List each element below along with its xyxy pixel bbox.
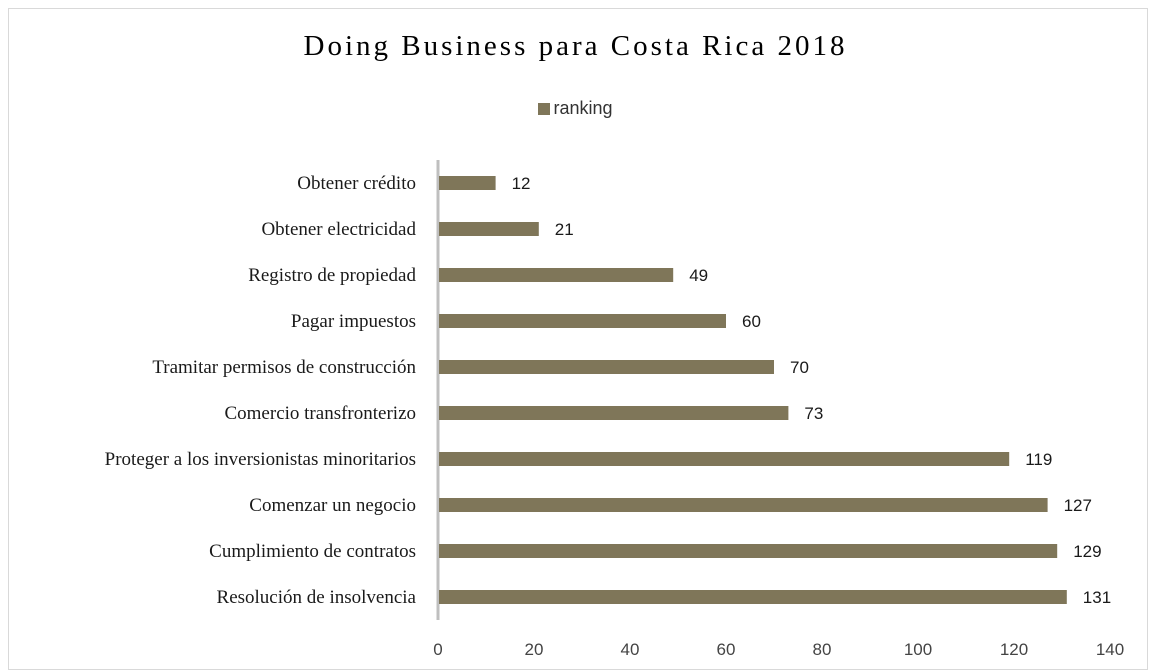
x-tick-label: 0	[433, 640, 442, 659]
legend-swatch	[538, 103, 551, 115]
category-label: Resolución de insolvencia	[217, 587, 417, 608]
chart-title: Doing Business para Costa Rica 2018	[303, 30, 848, 62]
x-tick-label: 120	[1000, 640, 1028, 659]
category-label: Tramitar permisos de construcción	[152, 357, 416, 378]
data-label: 12	[512, 174, 531, 193]
bar	[439, 498, 1048, 512]
category-label: Registro de propiedad	[248, 265, 416, 286]
bar	[439, 452, 1010, 466]
x-tick-label: 20	[525, 640, 544, 659]
bar	[439, 406, 789, 420]
x-tick-label: 40	[621, 640, 640, 659]
category-label: Pagar impuestos	[291, 311, 416, 332]
data-label: 73	[804, 404, 823, 423]
category-label: Obtener crédito	[297, 173, 416, 194]
data-label: 131	[1083, 588, 1111, 607]
chart-frame	[8, 8, 1148, 670]
category-label: Comercio transfronterizo	[224, 403, 416, 424]
x-tick-label: 60	[717, 640, 736, 659]
category-label: Obtener electricidad	[261, 219, 416, 240]
bar	[439, 222, 539, 236]
bar	[439, 360, 774, 374]
category-label: Cumplimiento de contratos	[209, 541, 416, 562]
x-tick-label: 80	[813, 640, 832, 659]
bar	[439, 590, 1067, 604]
bar	[439, 544, 1058, 558]
data-label: 70	[790, 358, 809, 377]
legend: ranking	[0, 98, 1151, 119]
category-label: Comenzar un negocio	[249, 495, 416, 516]
bar	[439, 176, 496, 190]
x-tick-label: 140	[1096, 640, 1124, 659]
bar	[439, 314, 726, 328]
data-label: 119	[1025, 450, 1052, 469]
data-label: 21	[555, 220, 574, 239]
data-label: 129	[1073, 542, 1101, 561]
bar	[439, 268, 674, 282]
data-label: 49	[689, 266, 708, 285]
legend-label: ranking	[553, 98, 613, 118]
data-label: 60	[742, 312, 761, 331]
x-tick-label: 100	[904, 640, 932, 659]
data-label: 127	[1064, 496, 1092, 515]
category-label: Proteger a los inversionistas minoritari…	[105, 449, 416, 470]
